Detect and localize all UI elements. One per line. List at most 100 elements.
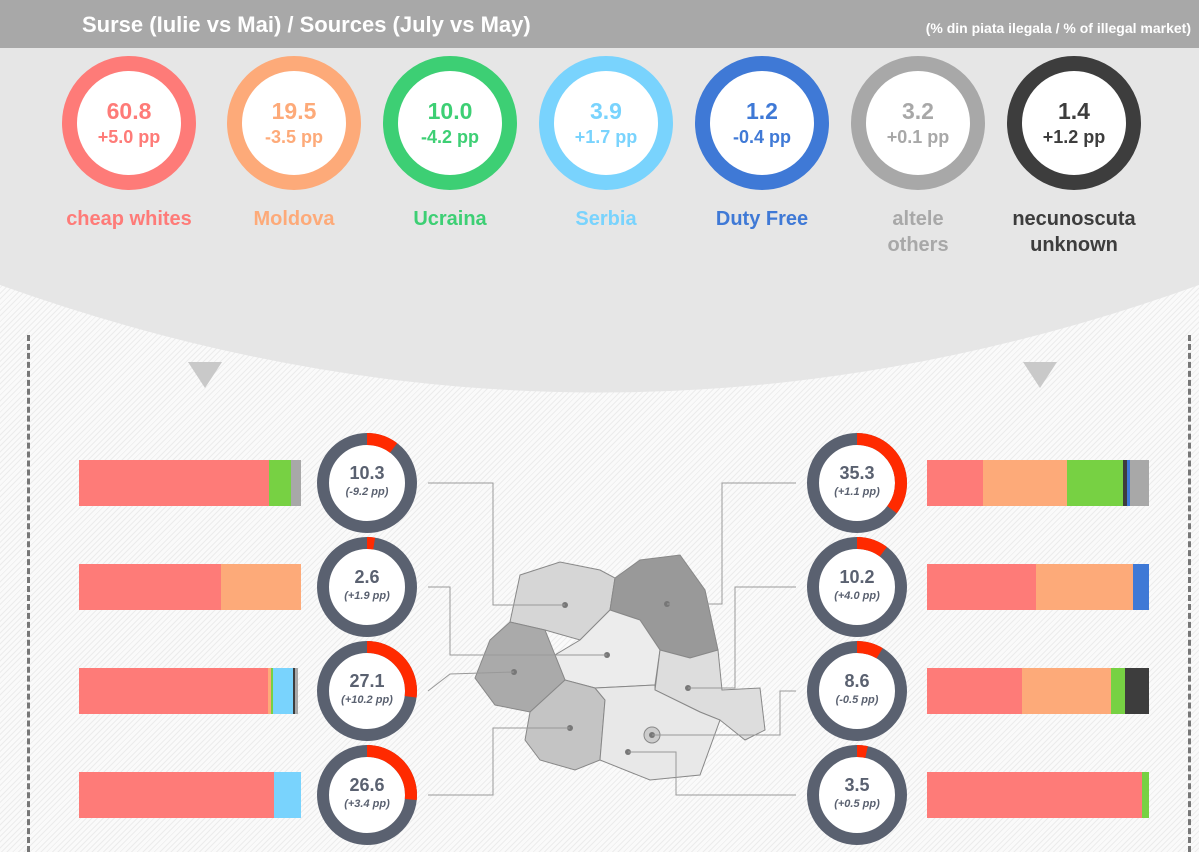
region-change: (+3.4 pp): [344, 798, 390, 810]
divider-right: [1188, 335, 1191, 852]
region-change: (+4.0 pp): [834, 590, 880, 602]
bar-segment-moldova: [267, 668, 272, 714]
source-value: 60.8: [106, 98, 152, 124]
region-value: 8.6: [844, 671, 870, 691]
region-donut: 26.6 (+3.4 pp): [317, 745, 417, 845]
region-change: (+1.1 pp): [834, 486, 880, 498]
donut-share: [807, 537, 907, 637]
source-change: +5.0 pp: [97, 127, 161, 147]
source-Duty-Free: 1.2 -0.4 pp Duty Free: [692, 56, 832, 232]
region-source-bar: [927, 460, 1149, 506]
region-donut: 35.3 (+1.1 pp): [807, 433, 907, 533]
donut-share: [317, 433, 417, 533]
source-cheap-whites: 60.8 +5.0 pp cheap whites: [59, 56, 199, 232]
bar-segment-cheap: [927, 564, 1036, 610]
bar-segment-dutyfree: [1126, 460, 1131, 506]
source-Ucraina: 10.0 -4.2 pp Ucraina: [380, 56, 520, 232]
bar-segment-moldova: [1022, 668, 1112, 714]
source-label: cheap whites: [66, 208, 192, 230]
source-label: Duty Free: [715, 208, 809, 230]
region-value: 27.1: [349, 671, 385, 691]
source-altele: 3.2 +0.1 pp altele others: [848, 56, 988, 258]
connector-lines: [427, 482, 796, 796]
source-label: necunoscuta unknown: [1012, 208, 1136, 256]
title-bar: Surse (Iulie vs Mai) / Sources (July vs …: [0, 0, 1199, 48]
source-Serbia: 3.9 +1.7 pp Serbia: [536, 56, 676, 232]
bar-segment-unknown: [1124, 668, 1149, 714]
bar-segment-moldova: [982, 460, 1067, 506]
source-value: 1.2: [746, 98, 778, 124]
region-donut: 3.5 (+0.5 pp): [807, 745, 907, 845]
bar-segment-dutyfree: [1133, 564, 1149, 610]
donut-share: [317, 537, 417, 637]
source-label: Serbia: [575, 208, 637, 230]
bar-segment-ucraina: [1142, 772, 1149, 818]
region-source-bar: [79, 668, 301, 714]
source-value: 19.5: [271, 98, 317, 124]
donut-share: [807, 433, 907, 533]
source-ring: 1.4 +1.2 pp: [1007, 56, 1141, 190]
region-value: 2.6: [354, 567, 380, 587]
bar-segment-cheap: [927, 772, 1143, 818]
source-value: 3.9: [590, 98, 622, 124]
region-change: (-0.5 pp): [835, 694, 879, 706]
bar-segment-cheap: [927, 668, 1023, 714]
donut-share: [807, 641, 907, 741]
source-change: +0.1 pp: [886, 127, 950, 147]
source-necunoscuta: 1.4 +1.2 pp necunoscuta unknown: [1004, 56, 1144, 258]
source-change: +1.2 pp: [1042, 127, 1106, 147]
bar-segment-moldova: [221, 564, 301, 610]
region-change: (+1.9 pp): [344, 590, 390, 602]
region-donut: 8.6 (-0.5 pp): [807, 641, 907, 741]
bar-segment-serbia: [273, 668, 294, 714]
source-value: 3.2: [902, 98, 934, 124]
donut-share: [317, 745, 417, 845]
region-source-bar: [79, 564, 301, 610]
region-source-bar: [79, 460, 301, 506]
source-label: Ucraina: [413, 208, 487, 230]
bar-segment-cheap: [79, 668, 268, 714]
source-change: +1.7 pp: [574, 127, 638, 147]
bar-segment-cheap: [79, 772, 275, 818]
region-donut: 27.1 (+10.2 pp): [317, 641, 417, 741]
region-value: 3.5: [844, 775, 870, 795]
region-donut: 10.3 (-9.2 pp): [317, 433, 417, 533]
bar-segment-unknown: [1123, 460, 1127, 506]
bar-segment-cheap: [927, 460, 983, 506]
bar-segment-cheap: [79, 460, 270, 506]
region-change: (-9.2 pp): [345, 486, 389, 498]
bar-segment-ucraina: [1111, 668, 1125, 714]
region-source-bar: [927, 668, 1149, 714]
bar-segment-cheap: [79, 564, 222, 610]
bar-segment-ucraina: [1066, 460, 1124, 506]
region-source-bar: [79, 772, 301, 818]
region-value: 26.6: [349, 775, 385, 795]
donut-share: [317, 641, 417, 741]
source-value: 10.0: [427, 98, 473, 124]
region-source-bar: [927, 564, 1149, 610]
source-label: altele others: [887, 208, 949, 256]
source-ring: 19.5 -3.5 pp: [227, 56, 361, 190]
source-Moldova: 19.5 -3.5 pp Moldova: [224, 56, 364, 232]
divider-left: [27, 335, 30, 852]
bar-segment-ucraina: [269, 460, 292, 506]
source-label: Moldova: [253, 208, 335, 230]
region-donut: 10.2 (+4.0 pp): [807, 537, 907, 637]
source-change: -4.2 pp: [420, 127, 479, 147]
page-subtitle: (% din piata ilegala / % of illegal mark…: [925, 20, 1191, 36]
region-change: (+0.5 pp): [834, 798, 880, 810]
region-change: (+10.2 pp): [341, 694, 393, 706]
region-value: 10.2: [839, 567, 875, 587]
bar-segment-serbia: [274, 772, 301, 818]
bar-segment-unknown: [293, 668, 295, 714]
bar-segment-moldova: [1035, 564, 1134, 610]
region-value: 10.3: [349, 463, 385, 483]
bar-segment-others: [294, 668, 298, 714]
source-change: -3.5 pp: [264, 127, 323, 147]
source-change: -0.4 pp: [732, 127, 791, 147]
region-donut: 2.6 (+1.9 pp): [317, 537, 417, 637]
page-title: Surse (Iulie vs Mai) / Sources (July vs …: [82, 12, 531, 37]
bar-segment-others: [291, 460, 301, 506]
source-value: 1.4: [1058, 98, 1090, 124]
